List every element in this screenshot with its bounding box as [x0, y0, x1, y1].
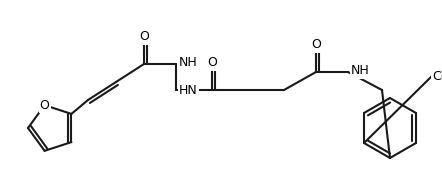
- Text: O: O: [139, 31, 149, 43]
- Text: O: O: [311, 38, 321, 52]
- Text: HN: HN: [179, 84, 198, 98]
- Text: Cl: Cl: [432, 70, 442, 82]
- Text: O: O: [40, 99, 50, 112]
- Text: O: O: [207, 56, 217, 70]
- Text: NH: NH: [351, 65, 370, 77]
- Text: NH: NH: [179, 56, 198, 70]
